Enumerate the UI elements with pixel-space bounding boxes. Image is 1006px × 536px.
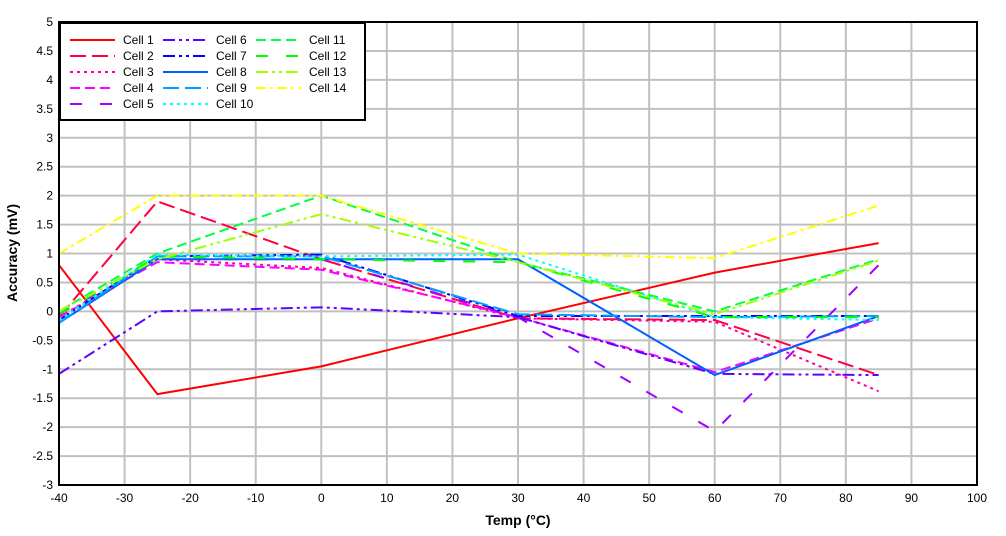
- y-tick-label: -1: [42, 362, 53, 376]
- legend-label: Cell 12: [309, 49, 347, 63]
- y-tick-label: -3: [42, 478, 53, 492]
- legend-label: Cell 3: [123, 65, 154, 79]
- x-tick-label: 20: [446, 491, 460, 505]
- series-line: [58, 261, 879, 374]
- series-line: [58, 258, 880, 393]
- x-tick-label: -40: [50, 491, 68, 505]
- grid: [58, 21, 978, 486]
- legend-label: Cell 5: [123, 97, 154, 111]
- y-tick-label: 1.5: [36, 218, 53, 232]
- y-tick-label: 0.5: [36, 275, 53, 289]
- y-tick-label: 4.5: [36, 44, 53, 58]
- series-line: [58, 242, 879, 396]
- legend: Cell 1 Cell 2 Cell 3 Cell 4 Cell 5 Cell 6 Cell…: [59, 22, 366, 121]
- x-tick-label: 40: [577, 491, 591, 505]
- x-tick-label: 60: [708, 491, 722, 505]
- x-axis-label: Temp (°C): [485, 512, 550, 528]
- series-line: [58, 200, 879, 376]
- legend-label: Cell 14: [309, 81, 347, 95]
- y-tick-label: 4: [46, 73, 53, 87]
- legend-label: Cell 4: [123, 81, 154, 95]
- y-tick-label: -1.5: [32, 391, 53, 405]
- x-tick-label: 10: [380, 491, 394, 505]
- x-tick-label: 90: [905, 491, 919, 505]
- x-tick-label: -30: [116, 491, 134, 505]
- y-tick-label: 3.5: [36, 102, 53, 116]
- y-axis-label: Accuracy (mV): [4, 204, 20, 302]
- legend-label: Cell 11: [309, 33, 346, 47]
- x-tick-label: -20: [181, 491, 199, 505]
- y-tick-label: 1: [46, 247, 53, 261]
- series-lines: [58, 194, 880, 433]
- legend-label: Cell 9: [216, 81, 247, 95]
- series-line: [58, 255, 879, 319]
- legend-label: Cell 10: [216, 97, 254, 111]
- legend-label: Cell 8: [216, 65, 247, 79]
- y-tick-label: -2: [42, 420, 53, 434]
- x-tick-label: 80: [839, 491, 853, 505]
- x-tick-label: 70: [774, 491, 788, 505]
- legend-label: Cell 2: [123, 49, 154, 63]
- y-tick-label: 2: [46, 189, 53, 203]
- series-line: [58, 258, 880, 433]
- y-tick-label: 5: [46, 15, 53, 29]
- x-tick-label: -10: [247, 491, 265, 505]
- series-line: [58, 258, 879, 377]
- series-line: [58, 255, 879, 324]
- x-tick-label: 50: [642, 491, 656, 505]
- legend-label: Cell 13: [309, 65, 347, 79]
- axes: -40 -30 -20 -10 0 10 20 30 40 50 60 70 80 90 100-3-2.5…: [32, 15, 987, 505]
- x-tick-label: 30: [511, 491, 525, 505]
- y-tick-label: -2.5: [32, 449, 53, 463]
- series-line: [58, 213, 879, 316]
- y-tick-label: 3: [46, 131, 53, 145]
- legend-label: Cell 7: [216, 49, 247, 63]
- y-tick-label: 2.5: [36, 160, 53, 174]
- x-tick-label: 0: [318, 491, 325, 505]
- x-tick-label: 100: [967, 491, 987, 505]
- legend-label: Cell 1: [123, 33, 154, 47]
- series-line: [58, 194, 879, 260]
- y-tick-label: -0.5: [32, 333, 53, 347]
- y-tick-label: 0: [46, 304, 53, 318]
- series-line: [58, 306, 879, 377]
- plot-border: [58, 21, 978, 486]
- series-line: [58, 194, 879, 313]
- legend-label: Cell 6: [216, 33, 247, 47]
